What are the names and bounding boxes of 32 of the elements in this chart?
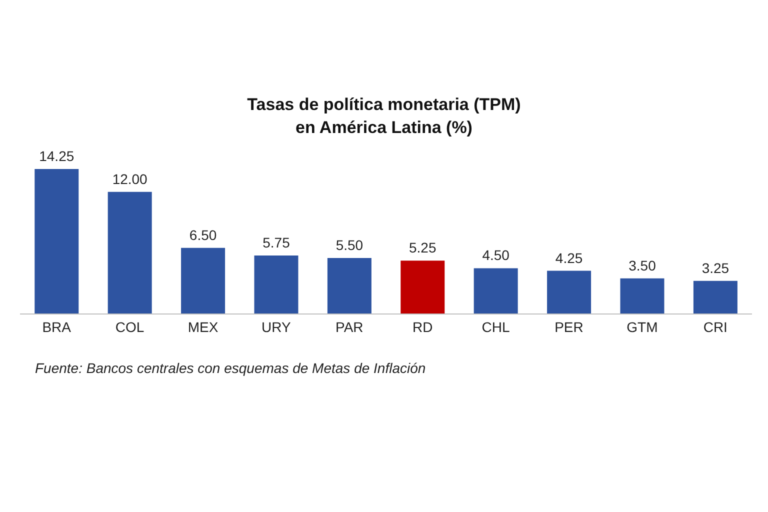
data-label: 3.25	[702, 260, 730, 276]
bar	[474, 268, 518, 314]
bar	[108, 192, 152, 314]
x-tick-label: CHL	[482, 318, 510, 335]
x-tick-label: MEX	[188, 318, 219, 335]
data-label: 6.50	[189, 226, 217, 243]
bar	[181, 248, 226, 314]
x-tick-label: GTM	[626, 318, 658, 335]
x-tick-label: URY	[262, 318, 292, 335]
bar	[327, 258, 372, 314]
bar	[620, 278, 664, 314]
data-label: 4.25	[555, 250, 583, 266]
x-tick-label: RD	[412, 318, 433, 335]
bar	[400, 260, 445, 314]
x-tick-label: CRI	[703, 318, 728, 335]
data-label: 14.25	[39, 148, 74, 164]
data-label: 12.00	[112, 170, 148, 187]
source-note: Fuente: Bancos centrales con esquemas de Metas de Inflación	[35, 360, 427, 376]
bar	[254, 255, 298, 314]
chart-title: Tasas de política monetaria (TPM) en América Latina (%)	[246, 94, 522, 139]
x-tick-label: PAR	[336, 318, 364, 335]
bar	[547, 270, 592, 314]
data-label: 4.50	[482, 247, 510, 264]
data-label: 5.50	[336, 237, 364, 254]
bar	[693, 280, 738, 314]
data-label: 5.25	[409, 240, 436, 256]
x-tick-label: COL	[115, 318, 144, 335]
data-label: 3.50	[628, 257, 656, 274]
x-tick-label: BRA	[42, 318, 72, 335]
data-label: 5.75	[262, 234, 290, 250]
x-tick-label: PER	[554, 318, 584, 335]
bar	[34, 169, 79, 314]
